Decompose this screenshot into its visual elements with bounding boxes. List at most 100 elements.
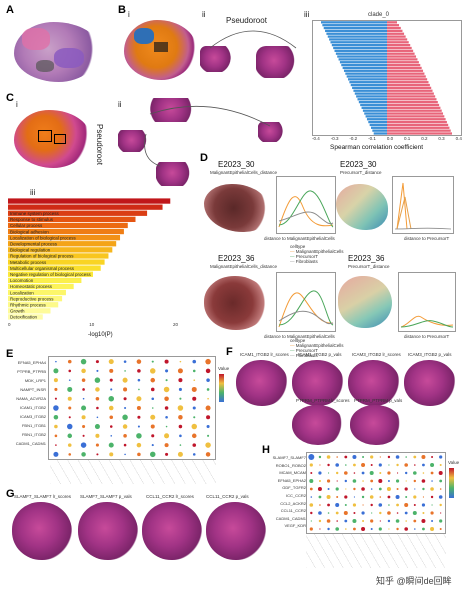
e-row-label: NAMA_ACVR2A (16, 396, 46, 401)
panel-b-iii-xlabel: Spearman correlation coefficient (330, 144, 424, 151)
enrichment-term-label: Cellular process (10, 223, 43, 228)
pos-bar (387, 118, 446, 121)
panel-label-f: F (226, 346, 233, 358)
dot (405, 456, 407, 458)
dot (370, 455, 374, 459)
dot (109, 415, 114, 420)
d-row2-title-a: E2023_36 (218, 254, 255, 263)
dot (388, 528, 390, 530)
dot (344, 471, 348, 475)
dot (68, 416, 71, 419)
xtick: 0.2 (421, 136, 428, 141)
pos-bar (387, 86, 432, 90)
dot (67, 396, 72, 401)
neg-bar (354, 92, 387, 95)
neg-bar (338, 58, 387, 61)
dot (439, 488, 442, 490)
dot (309, 503, 314, 507)
dot (422, 496, 425, 498)
panel-b-ii-crop-1 (200, 46, 232, 72)
panel-c-i-label: i (16, 100, 18, 109)
dot (163, 386, 170, 393)
dot (396, 512, 399, 514)
dot (109, 425, 113, 428)
dot (371, 512, 373, 514)
dot (150, 424, 155, 429)
dot (344, 519, 348, 523)
panel-b-ii-crop-2 (256, 46, 296, 78)
dot (110, 388, 113, 391)
dot (165, 369, 169, 373)
dot (413, 479, 417, 483)
dot (352, 479, 357, 483)
dot (82, 425, 86, 429)
enrichment-bar (8, 241, 117, 247)
dot (395, 495, 400, 499)
dot (369, 495, 374, 499)
dot (430, 495, 434, 499)
dot (335, 471, 339, 475)
dot (327, 472, 330, 474)
enrichment-term-label: Developmental process (10, 241, 58, 246)
dot (361, 487, 365, 491)
dot (81, 415, 86, 420)
xtick: 0.1 (404, 136, 411, 141)
dot (370, 503, 373, 507)
enrichment-bar (8, 277, 82, 283)
dot (191, 423, 198, 430)
dot (164, 359, 169, 364)
pos-bar (387, 92, 434, 95)
dot (387, 455, 391, 459)
g-title-3: CCL11_CCR2 lr_scores (146, 494, 194, 499)
enrichment-term-label: Regulation of biological process (10, 254, 74, 259)
h-row-labels: SLAMF7_SLAMF7 ROBO1_ROBO2 MCAM_MCAM EFNA… (266, 454, 306, 530)
dot (343, 511, 348, 515)
pos-bar (387, 61, 419, 64)
d-row2-density-b (398, 272, 456, 332)
dot (395, 519, 400, 523)
enrichment-term-label: Immune system process (10, 211, 60, 216)
pos-bar (387, 98, 437, 101)
panel-c-iii-xticks: 0 10 20 (8, 322, 178, 327)
dot (404, 463, 408, 467)
dot (319, 504, 321, 506)
dot (82, 434, 85, 437)
neg-bar (372, 129, 387, 132)
dot (430, 487, 434, 491)
e-xaxis-labels (50, 460, 216, 484)
dot (96, 453, 99, 456)
h-dotplot (306, 452, 446, 534)
dot (352, 519, 357, 523)
dot (336, 480, 338, 482)
dot (387, 495, 391, 499)
panel-label-h: H (262, 444, 270, 456)
dot (336, 456, 338, 458)
dot (414, 528, 416, 530)
e-row-label: ICAM1_ITGB2 (19, 405, 46, 410)
f-title-6: PTPRM_PTPRM p_vals (354, 398, 403, 403)
dot (422, 527, 425, 531)
d-row2-spots-b (338, 276, 392, 328)
dot (431, 520, 434, 522)
dot (94, 424, 100, 430)
dot (165, 425, 168, 428)
neg-bar (327, 35, 387, 38)
neg-bar (331, 44, 387, 47)
neg-bar (321, 21, 387, 24)
dot (336, 520, 338, 522)
dot (96, 416, 99, 419)
enrichment-term-label: Growth (10, 309, 25, 314)
dot (439, 519, 443, 523)
dot (67, 433, 73, 439)
enrichment-bar (8, 314, 43, 320)
dot (138, 388, 140, 391)
neg-bar (349, 81, 387, 84)
d-row2-density-a (276, 272, 336, 332)
dot (395, 455, 400, 459)
panel-label-a: A (6, 4, 14, 16)
dot (95, 433, 100, 438)
neg-bar (364, 112, 387, 115)
dot (353, 512, 356, 514)
dot (179, 444, 182, 446)
h-row-label: CADM1_CADM1 (275, 515, 306, 521)
